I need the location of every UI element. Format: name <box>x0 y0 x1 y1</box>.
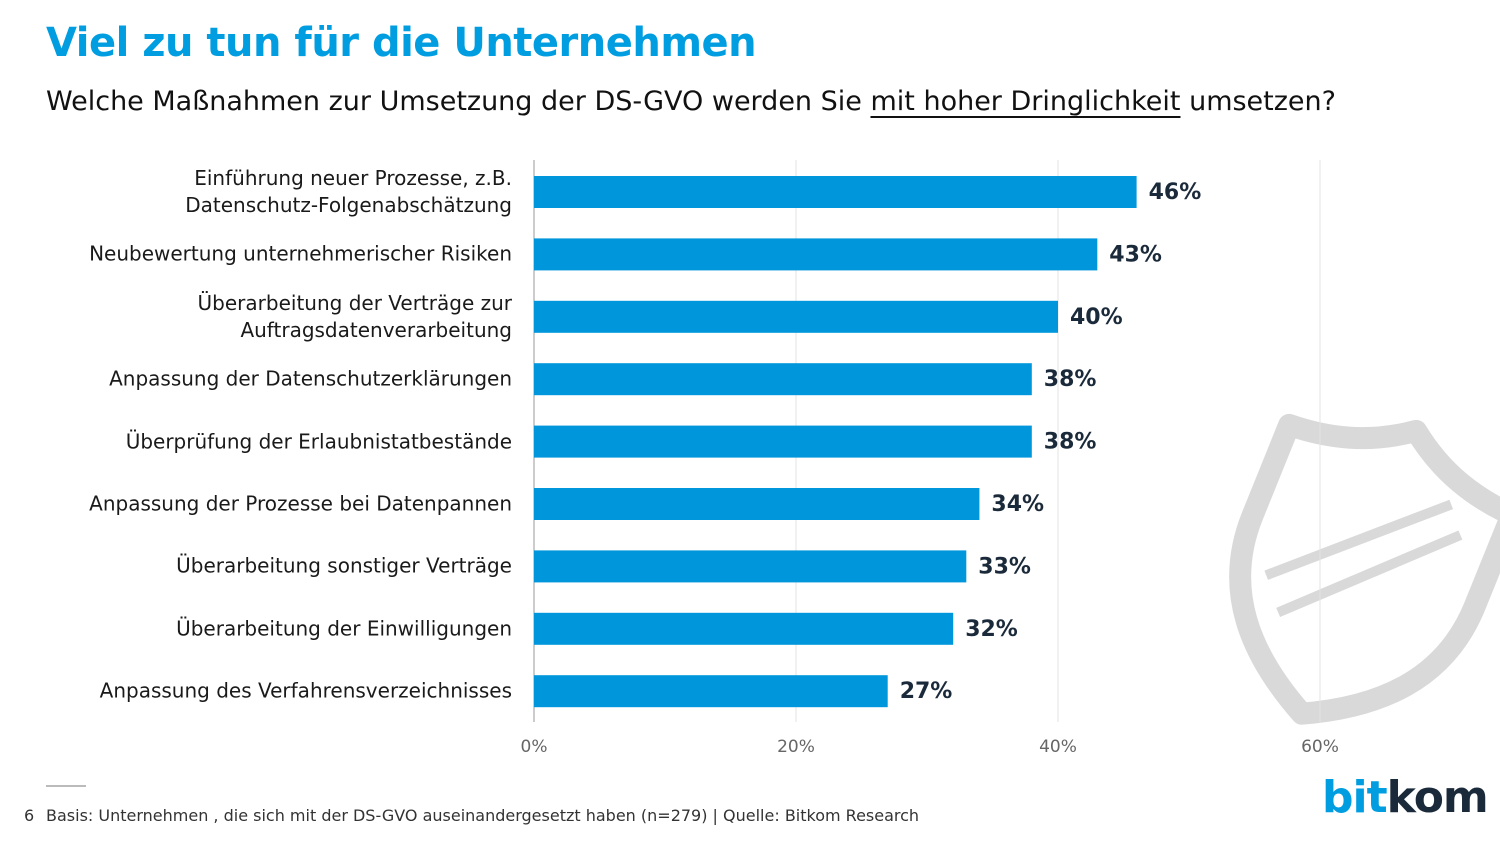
x-tick-label: 0% <box>521 737 548 757</box>
x-tick-label: 60% <box>1301 737 1339 757</box>
value-label: 34% <box>991 492 1044 517</box>
x-tick-label: 20% <box>777 737 815 757</box>
logo-part: bit <box>1322 772 1388 823</box>
value-label: 40% <box>1070 305 1123 330</box>
value-label: 46% <box>1149 180 1202 205</box>
x-tick-label: 40% <box>1039 737 1077 757</box>
bar <box>534 300 1058 333</box>
value-label: 27% <box>900 679 953 704</box>
bar <box>534 550 967 583</box>
value-label: 43% <box>1109 242 1162 267</box>
footnote: Basis: Unternehmen , die sich mit der DS… <box>46 806 920 825</box>
y-tick-label: Neubewertung unternehmerischer Risiken <box>89 241 512 266</box>
y-tick-label: Anpassung des Verfahrensverzeichnisses <box>99 678 512 703</box>
value-label: 32% <box>965 617 1018 642</box>
y-tick-label: Überarbeitung sonstiger Verträge <box>176 553 512 578</box>
y-tick-label: Überarbeitung der Verträge zur Auftragsd… <box>197 290 512 342</box>
logo: bitkom <box>1322 772 1489 823</box>
subtitle-emphasis: mit hoher Dringlichkeit <box>870 86 1181 117</box>
y-tick-label: Anpassung der Datenschutzerklärungen <box>109 366 512 391</box>
y-tick-label: Einführung neuer Prozesse, z.B. Datensch… <box>185 166 512 217</box>
value-label: 38% <box>1044 367 1097 392</box>
title: Viel zu tun für die Unternehmen <box>46 20 757 66</box>
y-tick-label: Überprüfung der Erlaubnistatbestände <box>125 429 512 454</box>
bar <box>534 363 1032 396</box>
bar <box>534 176 1137 208</box>
y-tick-label: Anpassung der Prozesse bei Datenpannen <box>89 491 512 516</box>
subtitle-part: umsetzen? <box>1189 86 1336 117</box>
y-tick-label: Überarbeitung der Einwilligungen <box>176 616 512 641</box>
page-number: 6 <box>24 806 35 825</box>
bar <box>534 675 888 708</box>
logo-part: kom <box>1386 772 1489 823</box>
value-label: 33% <box>978 554 1031 579</box>
bar <box>534 488 980 520</box>
bar <box>534 238 1098 271</box>
bar <box>534 425 1032 458</box>
subtitle: Welche Maßnahmen zur Umsetzung der DS-GV… <box>46 86 1336 117</box>
value-label: 38% <box>1044 430 1097 455</box>
bar <box>534 612 954 645</box>
subtitle-part: Welche Maßnahmen zur Umsetzung der DS-GV… <box>46 86 862 117</box>
shield-icon <box>1229 413 1500 725</box>
